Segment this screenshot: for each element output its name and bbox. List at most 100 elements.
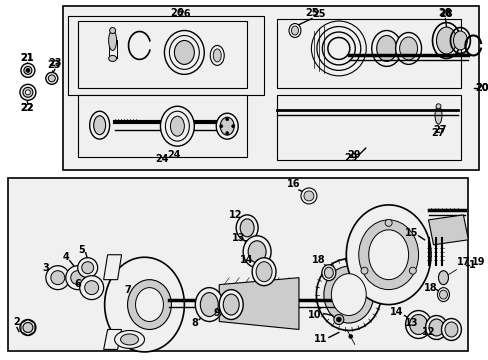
Ellipse shape [291,26,298,35]
Ellipse shape [428,319,443,336]
Text: 25: 25 [305,8,318,18]
Text: 13: 13 [232,233,245,243]
Text: 28: 28 [438,8,451,18]
Circle shape [408,267,415,274]
Polygon shape [427,215,468,245]
Text: 6: 6 [74,279,81,289]
Text: 12: 12 [229,210,243,220]
Text: 15: 15 [404,228,417,238]
Ellipse shape [109,27,115,33]
Polygon shape [219,278,298,329]
Text: 4: 4 [62,252,69,262]
Bar [277,19,461,88]
Ellipse shape [23,87,33,97]
Ellipse shape [165,111,189,141]
Ellipse shape [46,266,70,290]
Ellipse shape [71,271,84,285]
Ellipse shape [425,315,447,339]
Text: 29: 29 [346,150,360,160]
Circle shape [385,219,391,226]
Ellipse shape [213,49,221,62]
Ellipse shape [84,281,99,294]
Ellipse shape [324,267,333,278]
Ellipse shape [195,288,223,321]
Text: 29: 29 [344,153,357,163]
Text: 22: 22 [20,103,34,113]
Text: 26: 26 [177,9,191,19]
Ellipse shape [169,36,199,69]
Ellipse shape [323,266,373,323]
Bar [78,95,246,157]
Ellipse shape [435,104,440,109]
Ellipse shape [219,290,243,320]
Ellipse shape [81,262,94,274]
Text: 18: 18 [311,255,325,265]
Ellipse shape [436,27,455,54]
Text: 14: 14 [389,307,403,316]
Circle shape [348,334,352,338]
Ellipse shape [256,262,271,282]
Ellipse shape [441,319,461,341]
Ellipse shape [395,32,421,64]
Ellipse shape [376,36,396,62]
Ellipse shape [135,288,163,321]
Text: 9: 9 [213,307,220,318]
Ellipse shape [316,259,381,330]
Text: 14: 14 [240,255,253,265]
Text: 8: 8 [190,318,197,328]
Ellipse shape [371,31,401,66]
Text: 27: 27 [433,125,447,135]
Ellipse shape [247,241,265,263]
Ellipse shape [210,45,224,66]
Ellipse shape [220,117,234,135]
Text: 26: 26 [170,8,184,18]
Text: 13: 13 [404,318,417,328]
Polygon shape [103,255,122,280]
Ellipse shape [170,116,184,136]
Ellipse shape [439,290,447,299]
Ellipse shape [399,37,417,60]
Text: 12: 12 [421,328,434,337]
Circle shape [300,188,316,204]
Text: 7: 7 [124,285,131,294]
Ellipse shape [114,330,144,348]
Circle shape [333,315,343,324]
Circle shape [231,125,234,128]
Ellipse shape [444,322,457,337]
Text: 22: 22 [20,103,34,113]
Circle shape [219,125,222,128]
Ellipse shape [368,230,408,280]
Text: 24: 24 [155,154,169,164]
Ellipse shape [94,116,105,135]
Ellipse shape [108,55,116,62]
Ellipse shape [240,219,254,237]
Text: 1: 1 [468,260,475,270]
Circle shape [225,118,228,121]
Ellipse shape [89,111,109,139]
Circle shape [304,191,313,201]
Ellipse shape [66,266,89,290]
Text: 16: 16 [286,179,300,189]
Ellipse shape [108,31,116,50]
Ellipse shape [409,315,427,334]
Text: 21: 21 [20,53,34,63]
Text: 3: 3 [42,263,49,273]
Ellipse shape [78,258,98,278]
Bar [277,95,461,160]
Ellipse shape [331,274,366,315]
Text: 20: 20 [475,83,488,93]
Ellipse shape [321,265,335,281]
Ellipse shape [46,72,58,84]
Ellipse shape [104,257,184,352]
Circle shape [225,132,228,135]
Text: 23: 23 [48,58,61,68]
Text: 21: 21 [20,53,34,63]
Ellipse shape [20,84,36,100]
Text: 5: 5 [78,245,85,255]
Text: 2: 2 [14,316,20,327]
Bar [62,6,478,170]
Text: 10: 10 [307,310,321,320]
Text: 24: 24 [167,150,181,160]
Ellipse shape [25,90,30,95]
Ellipse shape [358,220,418,290]
